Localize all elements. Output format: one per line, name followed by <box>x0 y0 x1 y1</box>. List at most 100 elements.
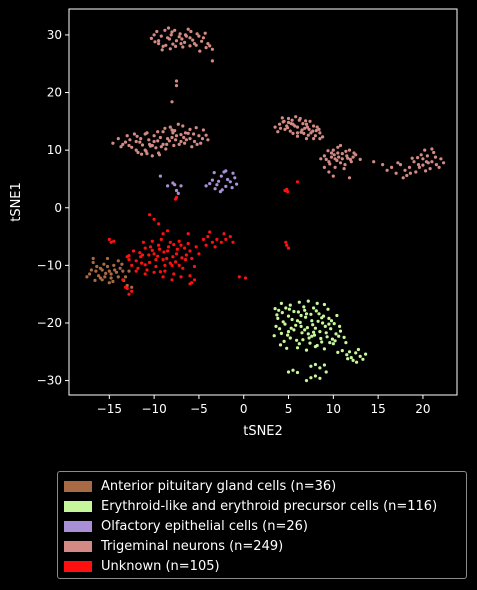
data-point <box>109 272 113 276</box>
data-point <box>303 126 307 130</box>
data-point <box>208 44 212 48</box>
data-point <box>175 247 179 251</box>
legend-label: Unknown (n=105) <box>101 558 220 574</box>
data-point <box>190 281 194 285</box>
data-point <box>134 139 138 144</box>
data-point <box>200 39 204 43</box>
data-point <box>308 341 312 345</box>
axis-ticks: −15 −10 −5 0 5 10 15 20 −30 −20 −10 0 10 20 30 <box>37 28 431 416</box>
data-point <box>116 275 120 279</box>
data-point <box>304 312 309 316</box>
data-point <box>123 285 128 289</box>
data-point <box>184 253 188 257</box>
data-point <box>308 119 312 123</box>
data-point <box>150 239 154 243</box>
data-point <box>282 339 286 343</box>
data-point <box>118 266 122 270</box>
data-point <box>300 331 304 335</box>
data-point <box>149 36 153 41</box>
data-point <box>201 237 205 241</box>
data-point <box>347 148 352 152</box>
data-point <box>344 149 348 153</box>
data-point <box>416 156 420 160</box>
data-point <box>116 259 120 263</box>
data-point <box>272 334 276 338</box>
data-point <box>298 116 302 121</box>
data-point <box>179 275 183 279</box>
data-point <box>327 170 331 174</box>
data-point <box>334 332 338 336</box>
data-point <box>157 153 162 157</box>
data-point <box>237 275 241 279</box>
data-point <box>291 368 295 372</box>
data-point <box>164 43 168 47</box>
data-point <box>314 129 318 133</box>
data-point <box>190 256 194 261</box>
x-tick-label: 15 <box>371 402 386 416</box>
data-point <box>430 147 434 151</box>
data-point <box>204 184 208 188</box>
data-point <box>166 137 170 141</box>
y-tick-label: 0 <box>54 201 62 215</box>
data-point <box>170 135 174 140</box>
data-point <box>273 125 277 129</box>
data-point <box>112 239 116 243</box>
data-point <box>150 143 154 148</box>
data-point <box>235 182 239 186</box>
y-tick-label: 20 <box>47 86 62 100</box>
legend-swatch <box>64 520 92 532</box>
data-point <box>278 122 282 126</box>
data-point <box>155 29 159 34</box>
data-point <box>183 141 187 145</box>
data-point <box>273 307 277 311</box>
data-point <box>424 169 428 173</box>
data-point <box>307 127 311 131</box>
data-point <box>293 124 297 128</box>
data-point <box>134 148 138 152</box>
data-point <box>140 143 145 147</box>
data-point <box>154 258 158 262</box>
data-point <box>228 180 232 184</box>
data-point <box>320 316 324 320</box>
data-point <box>206 235 210 239</box>
data-point <box>419 153 423 157</box>
data-point <box>394 171 398 175</box>
data-point <box>200 137 205 141</box>
data-point <box>280 116 284 120</box>
data-point <box>347 176 352 180</box>
data-point <box>210 59 214 63</box>
data-point <box>179 139 183 144</box>
data-point <box>407 165 412 169</box>
data-point <box>312 124 316 128</box>
data-point <box>285 346 289 350</box>
data-point <box>174 84 179 88</box>
data-point <box>305 125 309 129</box>
data-point <box>180 256 184 260</box>
data-point <box>338 143 343 148</box>
data-point <box>286 120 291 125</box>
data-point <box>224 184 228 188</box>
data-point <box>294 323 298 327</box>
data-point <box>218 190 222 194</box>
data-point <box>147 138 151 142</box>
data-point <box>281 320 285 324</box>
data-point <box>121 142 125 146</box>
data-point <box>319 157 323 161</box>
data-point <box>161 130 165 134</box>
x-tick-label: 5 <box>285 402 293 416</box>
data-point <box>361 357 365 361</box>
data-point <box>286 333 290 337</box>
data-point <box>310 319 314 323</box>
data-point <box>372 160 376 164</box>
data-point <box>299 313 303 318</box>
data-point <box>121 278 125 282</box>
data-point <box>275 313 279 317</box>
data-point <box>177 35 181 39</box>
data-point <box>154 264 158 269</box>
data-point <box>295 338 299 342</box>
plot-area <box>68 8 458 396</box>
data-point <box>287 307 291 311</box>
data-point <box>230 186 234 190</box>
data-point <box>331 174 335 178</box>
data-point <box>176 122 180 126</box>
